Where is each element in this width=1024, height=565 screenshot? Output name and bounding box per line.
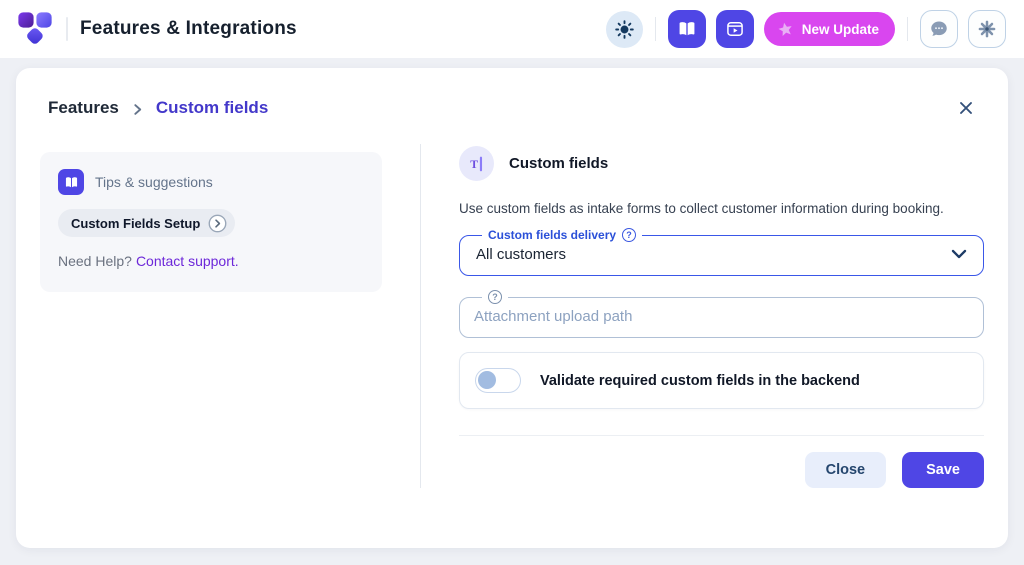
docs-button[interactable] [667,10,706,48]
tips-panel: Tips & suggestions Custom Fields Setup N… [40,152,382,292]
validate-toggle[interactable] [475,368,521,393]
header-separator [907,17,908,41]
custom-fields-setup-button[interactable]: Custom Fields Setup [58,209,236,237]
new-update-label: New Update [801,21,879,37]
app-logo-icon [16,10,54,48]
chevron-down-icon [951,249,967,259]
header-divider [66,17,68,41]
app-header: Features & Integrations [0,0,1024,58]
video-tutorials-button[interactable] [715,10,754,48]
chat-bubble-icon [929,19,949,39]
new-update-button[interactable]: New Update [763,12,895,46]
star-icon [775,19,795,39]
chevron-right-icon [131,103,144,116]
delivery-selected-value: All customers [476,245,567,263]
book-icon [677,19,697,39]
save-button[interactable]: Save [902,452,984,488]
attachment-upload-field [459,290,984,338]
sun-icon [614,19,634,39]
attachment-upload-input[interactable] [474,304,969,328]
validate-toggle-label: Validate required custom fields in the b… [540,372,860,389]
tips-label: Tips & suggestions [95,174,213,190]
breadcrumb-custom-fields: Custom fields [155,98,269,117]
section-description: Use custom fields as intake forms to col… [459,201,944,216]
video-icon [725,19,745,39]
footer-divider [459,435,984,436]
help-icon[interactable] [488,290,502,304]
validate-toggle-row: Validate required custom fields in the b… [459,352,984,409]
settings-button[interactable] [968,10,1006,48]
footer-actions: Close Save [459,452,984,488]
header-separator [654,17,656,41]
text-cursor-icon: T [459,146,494,181]
close-icon[interactable] [954,96,978,120]
chat-button[interactable] [920,10,958,48]
contact-support-link[interactable]: Contact support. [135,253,239,269]
features-modal: Features Custom fields Tips & suggestion… [16,68,1008,548]
svg-text:T: T [470,158,478,171]
custom-fields-form: T Custom fields Use custom fields as int… [459,144,984,488]
app-title: Features & Integrations [80,18,297,39]
panel-divider [420,144,421,488]
breadcrumb: Features Custom fields [48,98,268,118]
theme-toggle-button[interactable] [605,10,643,48]
help-icon[interactable] [622,228,637,242]
setup-pill-label: Custom Fields Setup [71,215,201,231]
section-title: Custom fields [509,155,609,172]
custom-fields-delivery-select[interactable]: Custom fields delivery All customers [459,228,984,276]
toggle-knob [478,370,496,389]
gear-icon [977,19,997,39]
book-icon [58,169,84,195]
breadcrumb-features[interactable]: Features [48,98,119,117]
delivery-field-label: Custom fields delivery [488,228,617,242]
need-help-text: Need Help? [58,253,132,269]
close-button[interactable]: Close [804,452,887,488]
chevron-right-circle-icon [208,214,227,233]
